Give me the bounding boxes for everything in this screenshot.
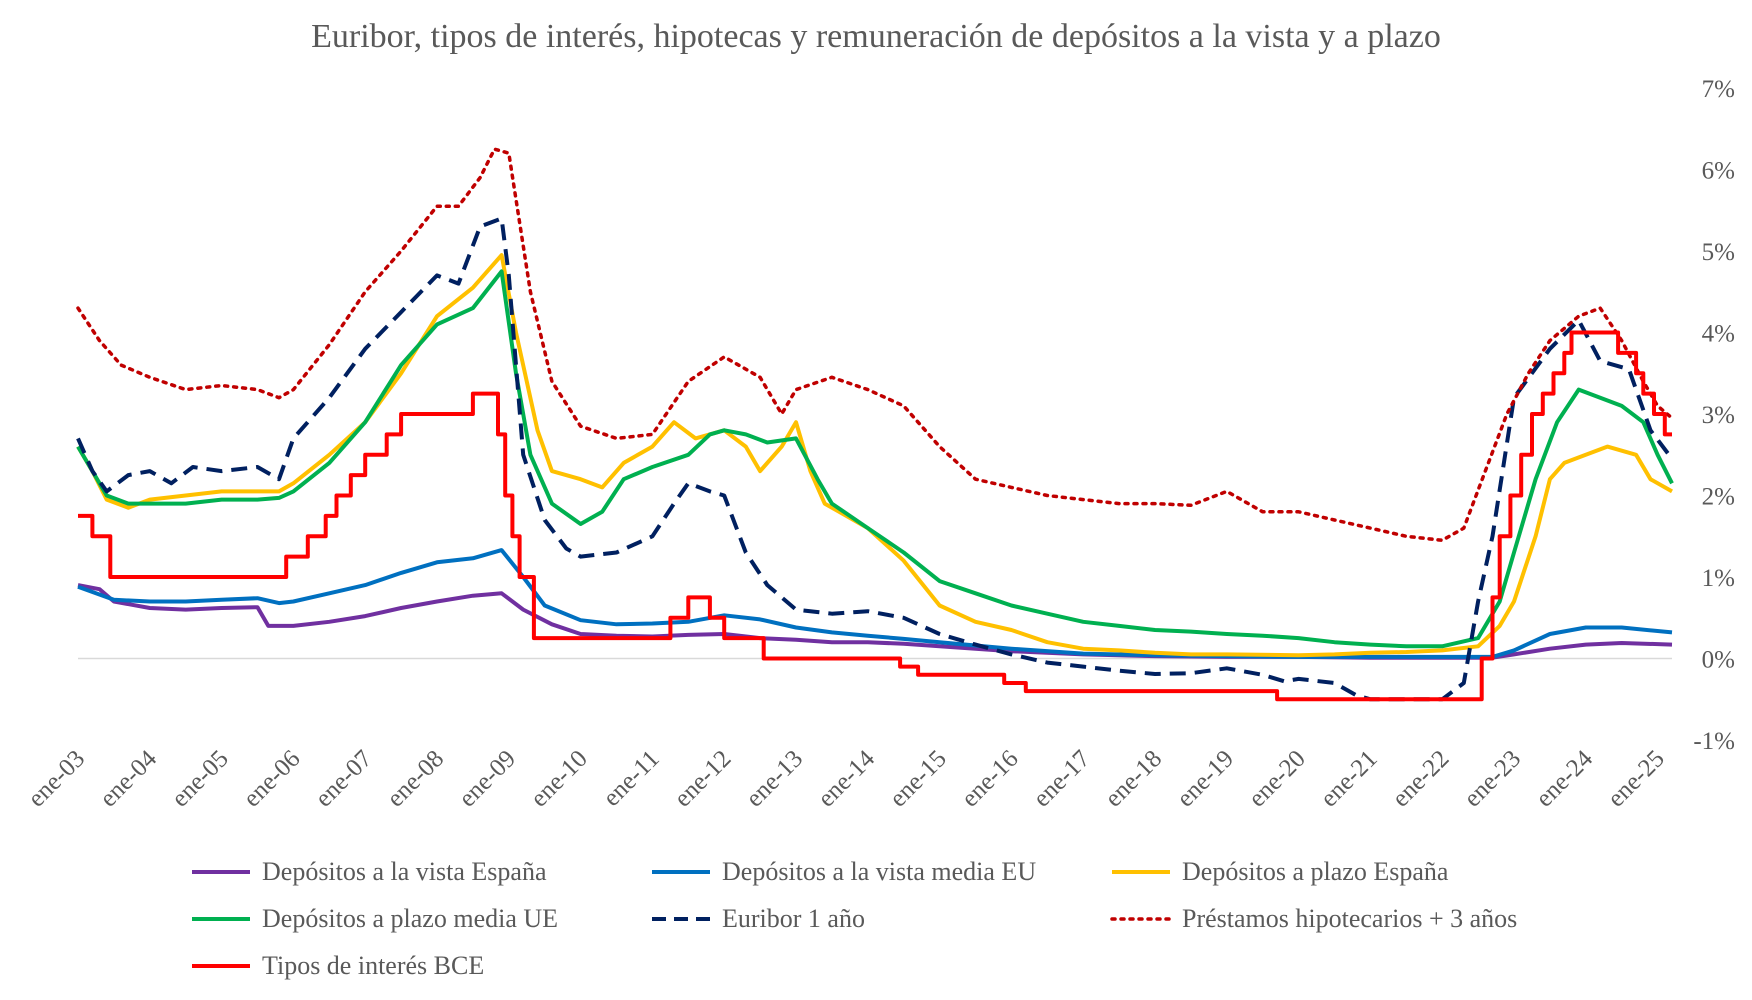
legend-swatch: [1110, 917, 1172, 921]
legend-swatch: [1112, 870, 1170, 874]
y-tick-label: -1%: [1693, 728, 1735, 755]
series-line-6: [78, 330, 1672, 702]
legend-label: Préstamos hipotecarios + 3 años: [1182, 904, 1518, 933]
legend-swatch: [652, 917, 710, 921]
y-tick-label: 0%: [1702, 647, 1735, 674]
x-tick-label: ene-11: [598, 745, 665, 812]
series-line-1: [77, 548, 1673, 659]
x-tick-label: ene-24: [1531, 745, 1599, 813]
legend-item: Préstamos hipotecarios + 3 años: [1110, 899, 1517, 939]
x-tick-label: ene-07: [310, 745, 377, 812]
legend-swatch: [192, 964, 250, 968]
x-tick-label: ene-20: [1244, 745, 1311, 812]
legend-item: Tipos de interés BCE: [190, 946, 484, 986]
chart-title: Euribor, tipos de interés, hipotecas y r…: [311, 18, 1441, 55]
x-tick-label: ene-04: [95, 745, 163, 813]
y-tick-label: 4%: [1702, 321, 1735, 348]
series-line-4: [76, 216, 1674, 702]
x-tick-label: ene-14: [813, 745, 881, 813]
x-tick-label: ene-09: [454, 745, 521, 812]
x-tick-label: ene-15: [885, 745, 952, 812]
y-tick-label: 1%: [1702, 565, 1735, 592]
y-tick-label: 5%: [1702, 239, 1735, 266]
legend-label: Depósitos a plazo media UE: [262, 904, 559, 933]
x-tick-label: ene-08: [382, 745, 449, 812]
legend-item: Depósitos a la vista media EU: [650, 852, 1036, 892]
x-tick-label: ene-10: [526, 745, 593, 812]
x-tick-label: ene-16: [956, 745, 1023, 812]
legend-item: Depósitos a plazo España: [1110, 852, 1448, 892]
x-tick-label: ene-18: [1100, 745, 1167, 812]
x-tick-label: ene-21: [1315, 745, 1382, 812]
legend-item: Depósitos a la vista España: [190, 852, 547, 892]
x-axis: ene-03 ene-04 ene-05 ene-06 ene-07 ene-08 ene-…: [23, 745, 1670, 813]
x-tick-label: ene-06: [238, 745, 305, 812]
y-tick-label: 2%: [1702, 484, 1735, 511]
x-tick-label: ene-17: [1028, 745, 1095, 812]
series-line-2: [76, 253, 1673, 658]
legend-label: Depósitos a la vista España: [262, 857, 547, 886]
legend-item: Euribor 1 año: [650, 899, 865, 939]
legend-swatch: [192, 917, 250, 921]
legend-label: Depósitos a la vista media EU: [722, 857, 1037, 886]
series-line-5: [76, 147, 1674, 543]
legend-swatch: [652, 870, 710, 874]
legend-swatch: [192, 870, 250, 874]
y-tick-label: 7%: [1702, 76, 1735, 103]
legend-label: Euribor 1 año: [722, 904, 865, 933]
legend-label: Depósitos a plazo España: [1182, 857, 1449, 886]
x-tick-label: ene-25: [1603, 745, 1670, 812]
x-tick-label: ene-05: [167, 745, 234, 812]
y-axis: 7% 6% 5% 4% 3% 2% 1% 0% -1%: [1693, 76, 1735, 755]
legend-item: Depósitos a plazo media UE: [190, 899, 558, 939]
series-layer: [76, 147, 1674, 702]
x-tick-label: ene-13: [741, 745, 808, 812]
series-line-3: [76, 269, 1674, 649]
legend-label: Tipos de interés BCE: [262, 951, 485, 980]
x-tick-label: ene-03: [23, 745, 90, 812]
y-tick-label: 3%: [1702, 402, 1735, 429]
x-tick-label: ene-12: [669, 745, 736, 812]
x-tick-label: ene-22: [1387, 745, 1454, 812]
x-tick-label: ene-19: [1172, 745, 1239, 812]
x-tick-label: ene-23: [1459, 745, 1526, 812]
y-tick-label: 6%: [1702, 158, 1735, 185]
